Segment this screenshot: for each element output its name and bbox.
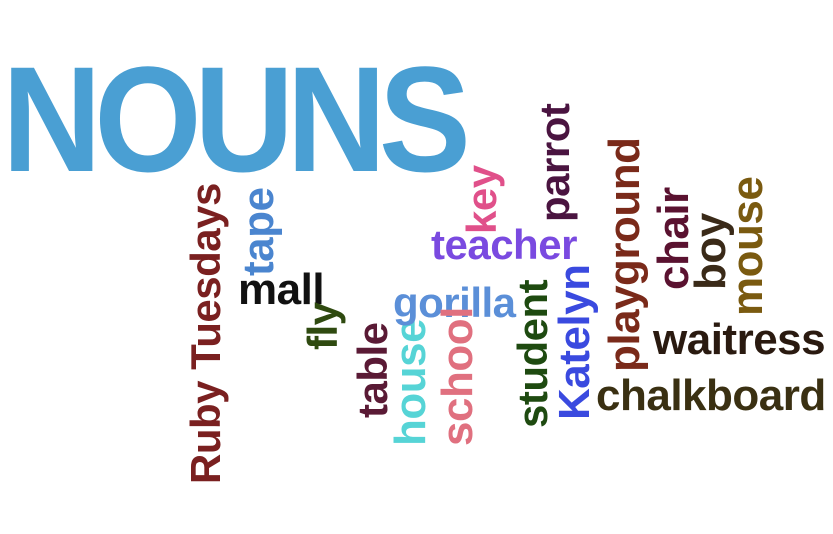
- word-tape: tape: [234, 187, 283, 276]
- word-parrot: parrot: [531, 103, 578, 222]
- word-fly: fly: [299, 302, 346, 350]
- word-playground: playground: [600, 137, 649, 372]
- word-mouse: mouse: [723, 176, 772, 316]
- word-gorilla: gorilla: [393, 279, 516, 326]
- word-katelyn: Katelyn: [550, 264, 599, 420]
- word-school: school: [433, 307, 482, 446]
- title-nouns: NOUNS: [2, 35, 471, 203]
- word-student: student: [509, 279, 556, 428]
- word-waitress: waitress: [653, 315, 826, 364]
- word-house: house: [386, 318, 435, 446]
- word-chalkboard: chalkboard: [596, 371, 826, 420]
- word-mall: mall: [238, 265, 325, 314]
- word-teacher: teacher: [431, 221, 577, 268]
- word-ruby-tuesdays: Ruby Tuesdays: [182, 183, 229, 484]
